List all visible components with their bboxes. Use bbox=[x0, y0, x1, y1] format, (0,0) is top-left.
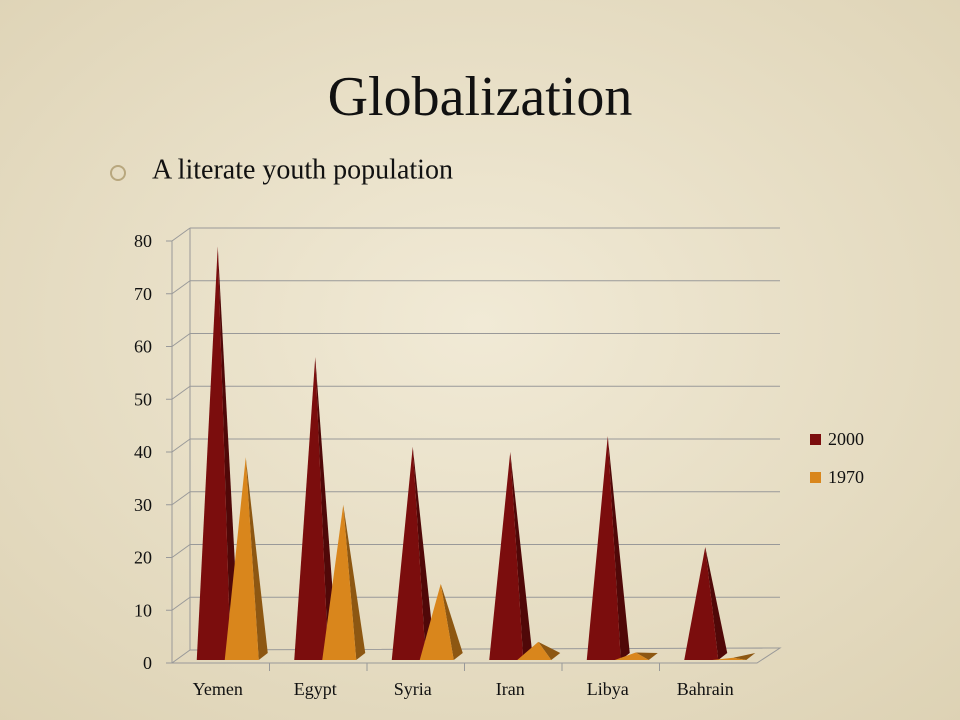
x-tick-label: Libya bbox=[587, 679, 629, 699]
pyramid-front bbox=[614, 652, 649, 660]
pyramid-front bbox=[391, 446, 426, 660]
grid-line bbox=[171, 385, 191, 400]
pyramid-front bbox=[419, 583, 454, 660]
grid-line bbox=[171, 491, 191, 506]
y-tick-label: 80 bbox=[134, 231, 152, 251]
pyramid-front bbox=[586, 436, 621, 660]
pyramid-side bbox=[538, 641, 561, 660]
pyramid bbox=[419, 583, 463, 660]
pyramid-front bbox=[294, 357, 329, 660]
pyramid-side bbox=[412, 446, 435, 660]
grid-line bbox=[171, 438, 191, 453]
y-tick-label: 20 bbox=[134, 548, 152, 568]
y-tick-label: 60 bbox=[134, 337, 152, 357]
legend-swatch bbox=[810, 434, 821, 445]
pyramid-side bbox=[607, 436, 630, 660]
pyramid bbox=[517, 641, 561, 660]
bullet bbox=[110, 165, 126, 181]
pyramid-side bbox=[705, 546, 728, 660]
grid-line bbox=[171, 596, 191, 611]
subtitle: A literate youth population bbox=[152, 154, 453, 185]
pyramid bbox=[294, 357, 338, 660]
pyramid bbox=[224, 457, 268, 660]
pyramid-side bbox=[510, 452, 533, 660]
pyramid-side bbox=[343, 504, 366, 660]
grid-line bbox=[171, 227, 191, 242]
pyramid-side bbox=[315, 357, 338, 660]
grid-line bbox=[171, 333, 191, 347]
legend-label: 2000 bbox=[828, 429, 864, 449]
y-tick-label: 0 bbox=[143, 653, 152, 673]
x-tick-label: Egypt bbox=[294, 679, 337, 699]
pyramid-front bbox=[684, 546, 719, 660]
x-tick-label: Bahrain bbox=[677, 679, 734, 699]
pyramid bbox=[684, 546, 728, 660]
y-tick-label: 50 bbox=[134, 389, 152, 409]
pyramid-side bbox=[733, 653, 756, 660]
pyramid-front bbox=[224, 457, 259, 660]
pyramid-side bbox=[245, 457, 268, 660]
legend-swatch bbox=[810, 472, 821, 483]
pyramid-front bbox=[517, 641, 552, 660]
grid-line bbox=[171, 544, 191, 558]
x-tick-label: Yemen bbox=[193, 679, 243, 699]
pyramid bbox=[196, 246, 240, 660]
pyramid bbox=[391, 446, 435, 660]
y-tick-label: 70 bbox=[134, 284, 152, 304]
pyramid bbox=[489, 452, 533, 660]
pyramid-front bbox=[489, 452, 524, 660]
pyramid-front bbox=[712, 657, 747, 660]
x-tick-label: Syria bbox=[394, 679, 432, 699]
pyramid-front bbox=[196, 246, 231, 660]
chart-title: Globalization bbox=[328, 66, 633, 128]
pyramid bbox=[586, 436, 630, 660]
pyramid-side bbox=[635, 652, 658, 660]
pyramid bbox=[712, 653, 756, 660]
pyramid-front bbox=[322, 504, 357, 660]
y-tick-label: 10 bbox=[134, 600, 152, 620]
grid-line bbox=[171, 280, 191, 295]
pyramid bbox=[322, 504, 366, 660]
y-tick-label: 40 bbox=[134, 442, 152, 462]
pyramid-side bbox=[217, 246, 240, 660]
y-tick-label: 30 bbox=[134, 495, 152, 515]
x-tick-label: Iran bbox=[496, 679, 525, 699]
pyramid bbox=[614, 652, 658, 660]
legend-label: 1970 bbox=[828, 467, 864, 487]
pyramid-side bbox=[440, 583, 463, 660]
